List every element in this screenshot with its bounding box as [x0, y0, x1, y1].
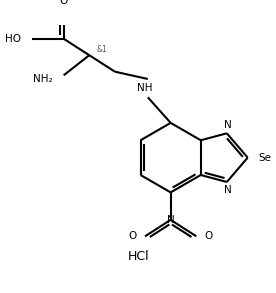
Text: Se: Se: [259, 153, 272, 163]
Text: HCl: HCl: [128, 250, 150, 263]
Text: N: N: [167, 215, 174, 225]
Text: NH₂: NH₂: [33, 74, 53, 84]
Text: N: N: [224, 120, 232, 130]
Text: HO: HO: [5, 34, 21, 44]
Text: O: O: [205, 231, 213, 241]
Text: O: O: [60, 0, 68, 6]
Text: O: O: [129, 231, 137, 241]
Text: NH: NH: [137, 83, 153, 93]
Text: &1: &1: [97, 45, 107, 54]
Text: N: N: [224, 185, 232, 195]
